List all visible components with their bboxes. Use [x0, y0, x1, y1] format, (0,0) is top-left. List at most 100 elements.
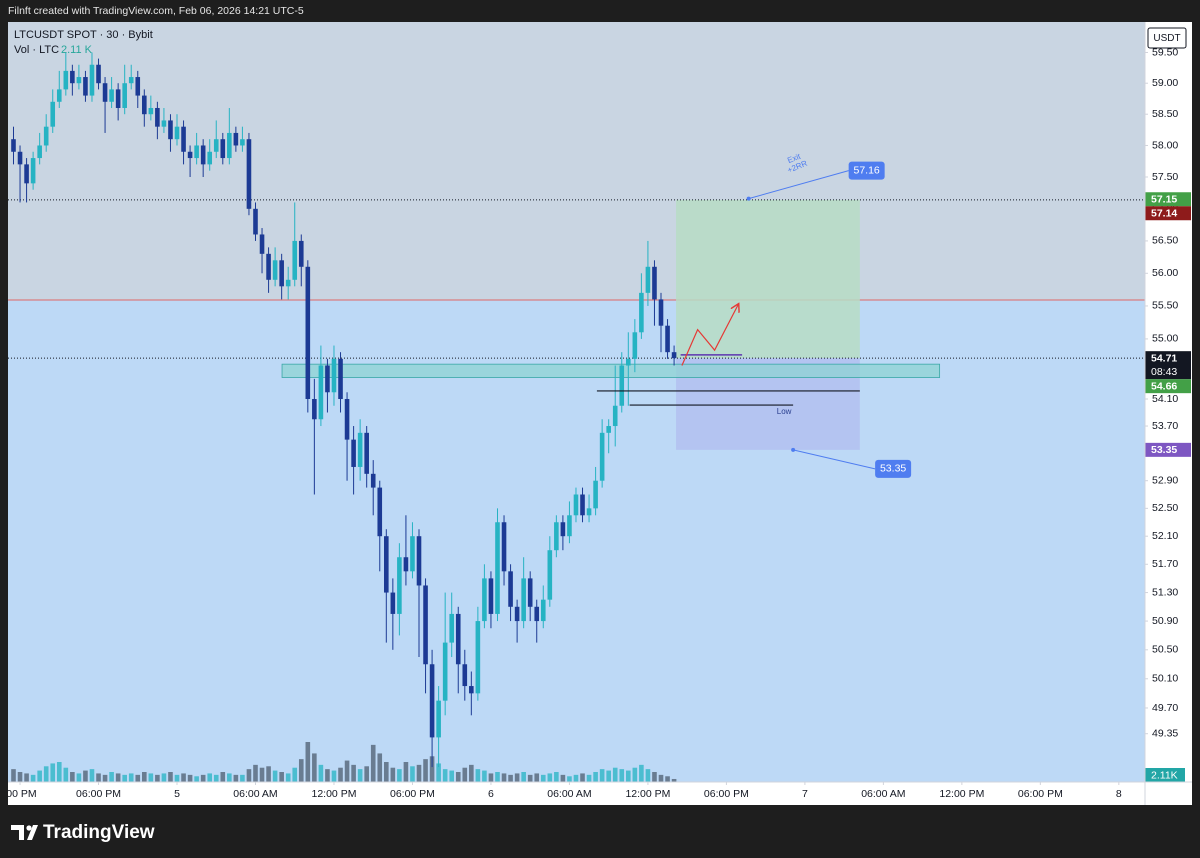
candle-body	[305, 266, 311, 400]
candle-body	[30, 158, 36, 184]
candle-body	[410, 536, 415, 572]
candle-body	[240, 139, 245, 146]
volume-bar	[168, 772, 173, 782]
candle-body	[397, 557, 402, 614]
demand-zone	[281, 363, 941, 378]
candle-body	[508, 571, 513, 607]
volume-bar	[135, 774, 141, 782]
candle-body	[449, 613, 455, 643]
logo-icon	[11, 825, 24, 840]
volume-bar	[109, 772, 114, 782]
volume-bar	[508, 774, 513, 782]
volume-bar	[462, 767, 468, 782]
candle-body	[599, 432, 605, 481]
y-tick-label: 53.70	[1152, 420, 1178, 432]
volume-readout: 2.11 K	[61, 44, 93, 56]
candle-body	[259, 234, 265, 254]
candle-body	[76, 77, 82, 84]
candle-body	[200, 145, 206, 165]
volume-bar	[573, 774, 579, 782]
candle-body	[521, 578, 526, 622]
x-tick-label: 8	[1116, 788, 1122, 800]
volume-bar	[534, 773, 540, 782]
candle-body	[292, 240, 298, 280]
x-tick-label: 5	[174, 788, 180, 800]
price-label: 57.15	[1151, 194, 1177, 206]
candle-body	[612, 405, 618, 427]
volume-bar	[220, 772, 226, 782]
volume-label-box	[1145, 768, 1185, 782]
candle-body	[115, 89, 121, 108]
y-tick-label: 49.70	[1152, 702, 1178, 714]
candle-body	[187, 151, 193, 159]
volume-bar	[233, 774, 239, 782]
x-tick-label: 7	[802, 788, 808, 800]
volume-bar	[174, 774, 180, 782]
volume-bar	[580, 773, 585, 782]
candle-body	[377, 487, 383, 537]
volume-bar	[469, 764, 474, 782]
y-tick-label: 55.00	[1152, 333, 1178, 345]
volume-bar	[331, 770, 337, 782]
volume-bar	[403, 762, 409, 782]
volume-bar	[501, 773, 507, 782]
candle-body	[207, 151, 213, 165]
candle-body	[547, 550, 553, 600]
volume-bar	[298, 759, 304, 782]
volume-bar	[658, 774, 664, 782]
callout-label: 53.35	[880, 463, 906, 475]
y-tick-label: 56.00	[1152, 267, 1178, 279]
volume-bar	[665, 776, 670, 782]
volume-bar	[397, 769, 402, 782]
volume-bar	[181, 773, 186, 782]
volume-bar	[455, 772, 461, 782]
y-tick-label: 55.50	[1152, 300, 1178, 312]
symbol-legend: LTCUSDT SPOT · 30 · Bybit	[14, 29, 153, 41]
volume-bar	[599, 769, 605, 782]
volume-bar	[200, 774, 206, 782]
volume-bar	[142, 772, 147, 782]
candle-body	[344, 399, 350, 440]
volume-bar	[384, 762, 389, 782]
candle-body	[318, 365, 324, 420]
brand-name: TradingView	[43, 822, 155, 843]
volume-bar	[351, 764, 356, 782]
candle-body	[253, 208, 258, 235]
countdown: 08:43	[1151, 366, 1177, 378]
candle-body	[514, 606, 520, 622]
x-tick-label: 06:00 AM	[233, 788, 277, 800]
candle-body	[390, 592, 396, 614]
candle-body	[168, 120, 173, 140]
volume-bar	[128, 773, 134, 782]
y-tick-label: 50.50	[1152, 644, 1178, 656]
volume-bar	[442, 769, 448, 782]
volume-bar	[416, 764, 422, 782]
volume-bar	[240, 774, 245, 782]
level-label: Low	[777, 407, 792, 416]
currency-box[interactable]	[1147, 27, 1187, 49]
candle-body	[540, 599, 546, 622]
currency[interactable]: USDT	[1153, 33, 1180, 44]
candle-body	[213, 139, 219, 152]
x-tick-label: 06:00 PM	[704, 788, 749, 800]
y-tick-label: 52.90	[1152, 474, 1178, 486]
candle-body	[384, 536, 389, 593]
candle-body	[351, 439, 356, 467]
x-tick-label: 12:00 PM	[939, 788, 984, 800]
volume-bar	[246, 769, 252, 782]
candle-body	[423, 585, 428, 665]
header-title: Filnft created with TradingView.com, Feb…	[8, 5, 304, 17]
volume-bar	[482, 770, 487, 782]
candle-body	[665, 325, 670, 353]
candle-body	[527, 578, 533, 607]
volume-bar	[410, 766, 415, 782]
volume-bar	[187, 774, 193, 782]
volume-bar	[318, 764, 324, 782]
candle-body	[403, 557, 409, 572]
x-tick-label: :00 PM	[3, 788, 36, 800]
volume-bar	[619, 769, 625, 782]
candle-body	[142, 95, 147, 115]
callout-line	[793, 449, 876, 470]
volume-bar	[148, 773, 154, 782]
candle-body	[495, 522, 500, 614]
